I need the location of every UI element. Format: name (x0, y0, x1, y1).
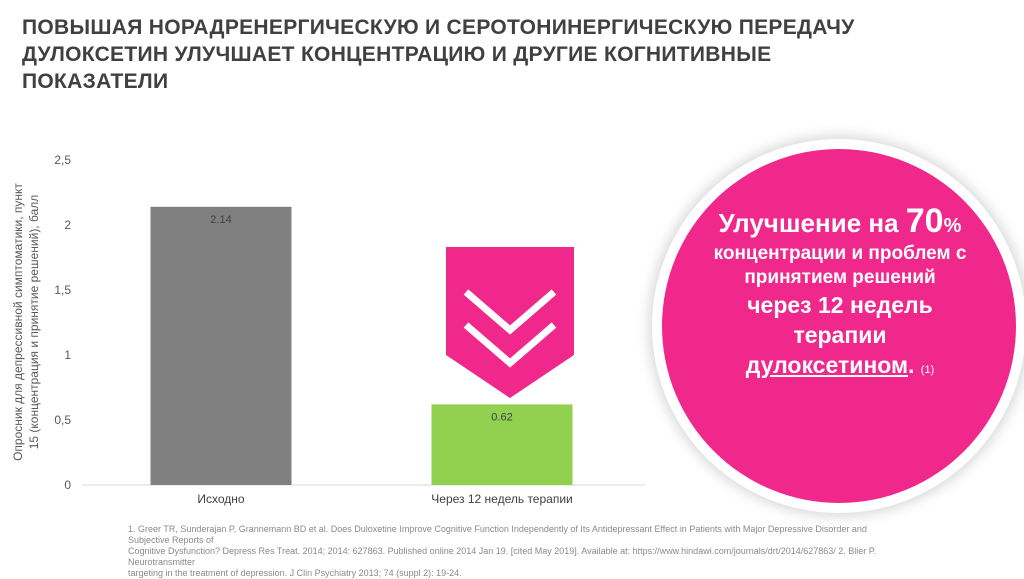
chevron-icon (463, 322, 557, 368)
bars: 2.14 0.62 (150, 206, 573, 486)
arrow-shape (446, 247, 574, 398)
references-footnote: 1. Greer TR, Sunderajan P, Grannemann BD… (128, 524, 898, 579)
x-category-label: Через 12 недель терапии (431, 492, 572, 506)
title-line-2: ДУЛОКСЕТИН УЛУЧШАЕТ КОНЦЕНТРАЦИЮ И ДРУГИ… (22, 43, 772, 66)
drug-name: дулоксетином (745, 352, 909, 378)
y-tick-label: 2 (64, 218, 71, 232)
callout-line-4: через 12 недель (747, 292, 933, 318)
callout-line-1: Улучшение на 70% (718, 202, 962, 240)
x-axis-labels: Исходно Через 12 недель терапии (197, 492, 572, 506)
bar-value-label: 0.62 (491, 411, 512, 423)
highlight-circle (662, 149, 1016, 503)
footnote-line-2: Cognitive Dysfunction? Depress Res Treat… (128, 546, 877, 567)
improvement-percent: 70 (905, 202, 944, 240)
y-axis-title-line: Опросник для депрессивной симптоматики, … (11, 183, 25, 461)
y-axis-title-line: 15 (концентрация и принятие решений), ба… (27, 195, 41, 450)
bar-value-label: 2.14 (210, 214, 231, 226)
callout-line-3: принятием решений (744, 267, 936, 288)
y-axis-ticks: 0 0,5 1 1,5 2 2,5 (54, 153, 71, 492)
slide-title: ПОВЫШАЯ НОРАДРЕНЕРГИЧЕСКУЮ И СЕРОТОНИНЕР… (22, 14, 922, 95)
callout-line-2: концентрации и проблем с (713, 243, 967, 264)
bar (150, 206, 292, 486)
y-axis-title: Опросник для депрессивной симптоматики, … (11, 183, 41, 461)
chevron-icon (463, 289, 557, 335)
y-tick-label: 1,5 (54, 283, 71, 297)
bar (431, 404, 573, 485)
title-line-3: ПОКАЗАТЕЛИ (22, 70, 169, 93)
title-line-1: ПОВЫШАЯ НОРАДРЕНЕРГИЧЕСКУЮ И СЕРОТОНИНЕР… (22, 16, 855, 39)
y-tick-label: 2,5 (54, 153, 71, 167)
bar-chart: Опросник для депрессивной симптоматики, … (11, 153, 645, 506)
y-tick-label: 1 (64, 348, 71, 362)
improvement-callout: Улучшение на 70% концентрации и проблем … (690, 202, 990, 385)
callout-line-5: терапии (793, 322, 887, 348)
decrease-arrow-icon (446, 247, 574, 398)
footnote-line-1: 1. Greer TR, Sunderajan P, Grannemann BD… (128, 524, 867, 545)
callout-line-6: дулоксетином. (1) (745, 352, 935, 378)
x-category-label: Исходно (197, 492, 245, 506)
footnote-line-3: targeting in the treatment of depression… (128, 568, 462, 578)
y-tick-label: 0,5 (54, 413, 71, 427)
y-tick-label: 0 (64, 478, 71, 492)
reference-marker: (1) (920, 364, 935, 376)
